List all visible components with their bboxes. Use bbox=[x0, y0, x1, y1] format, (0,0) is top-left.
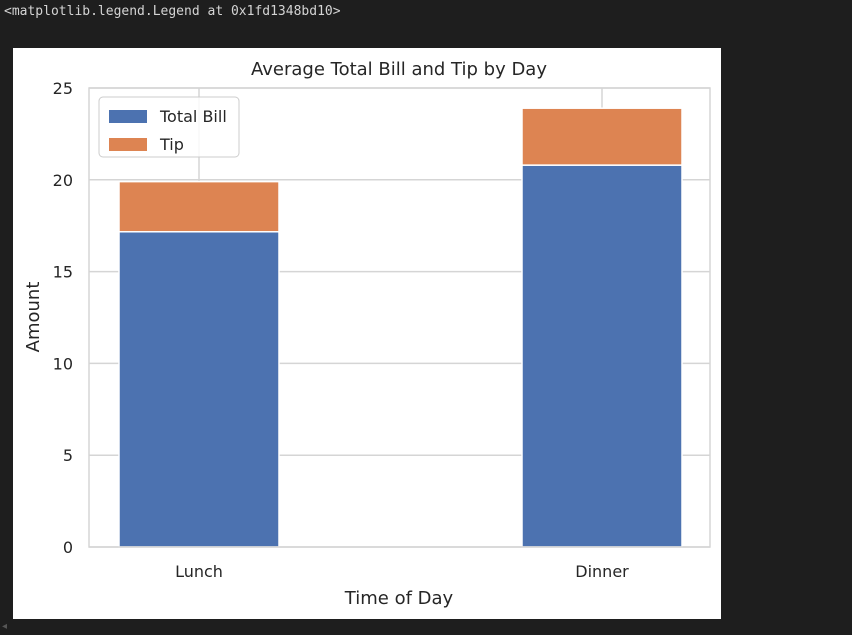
bar-total-bill-dinner bbox=[521, 164, 683, 548]
y-tick-label: 15 bbox=[53, 263, 73, 282]
plot-frame bbox=[88, 87, 711, 548]
legend-swatch bbox=[109, 110, 147, 123]
tick-labels: 0 5 10 15 20 25 Lunch Dinner bbox=[53, 79, 630, 581]
chart-svg: 0 5 10 15 20 25 Lunch Dinner Average Total Bill… bbox=[23, 59, 711, 609]
x-tick-label: Lunch bbox=[175, 562, 223, 581]
chart-title: Average Total Bill and Tip by Day bbox=[251, 59, 547, 80]
legend: Total Bill Tip bbox=[98, 96, 240, 158]
bar-tip-dinner bbox=[521, 107, 683, 166]
x-tick-label: Dinner bbox=[575, 562, 629, 581]
y-tick-label: 20 bbox=[53, 171, 73, 190]
legend-label: Total Bill bbox=[159, 107, 227, 126]
x-axis-label: Time of Day bbox=[344, 588, 454, 609]
scroll-left-caret[interactable]: ◂ bbox=[2, 621, 8, 632]
legend-label: Tip bbox=[159, 135, 184, 154]
y-tick-label: 5 bbox=[63, 446, 73, 465]
y-tick-label: 0 bbox=[63, 538, 73, 557]
bars bbox=[118, 107, 683, 548]
bar-total-bill-lunch bbox=[118, 231, 280, 548]
chart-figure: 0 5 10 15 20 25 Lunch Dinner Average Total Bill… bbox=[13, 48, 721, 619]
y-axis-label: Amount bbox=[23, 282, 44, 353]
legend-swatch bbox=[109, 138, 147, 151]
y-tick-label: 10 bbox=[53, 354, 73, 373]
y-tick-label: 25 bbox=[53, 79, 73, 98]
bar-tip-lunch bbox=[118, 180, 280, 233]
cell-output-text: <matplotlib.legend.Legend at 0x1fd1348bd… bbox=[4, 4, 341, 19]
